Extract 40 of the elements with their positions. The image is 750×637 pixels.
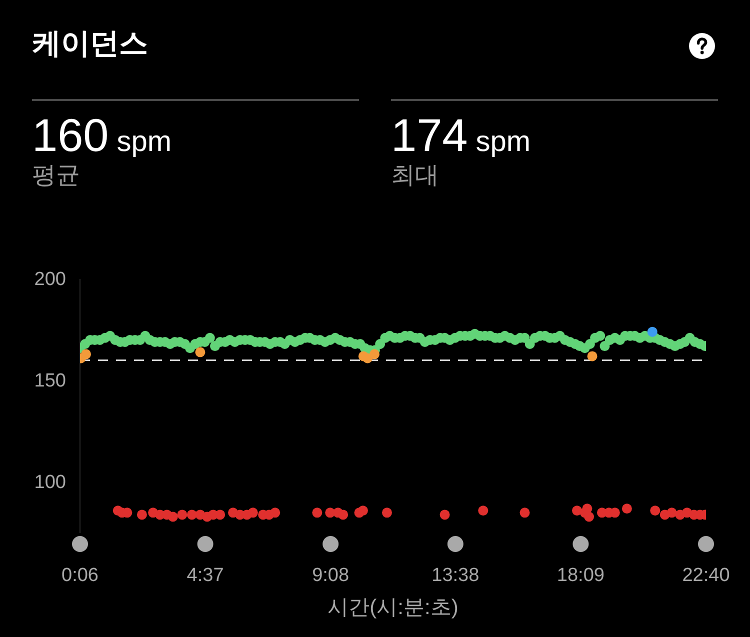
y-tick-label: 200	[34, 268, 66, 290]
x-tick-label: 18:09	[556, 564, 604, 586]
point	[582, 504, 592, 514]
point	[270, 508, 280, 518]
chart-title: 케이던스	[32, 28, 148, 60]
point	[248, 508, 258, 518]
point	[520, 508, 530, 518]
y-tick-label: 100	[34, 472, 66, 493]
point	[338, 510, 348, 520]
text: 최대	[391, 162, 439, 189]
point	[215, 510, 226, 520]
point	[177, 510, 188, 520]
point	[440, 510, 450, 520]
point	[622, 504, 632, 514]
x-tick-label: 22:40	[682, 564, 730, 586]
point	[358, 506, 368, 516]
point	[168, 512, 178, 522]
point	[136, 510, 147, 520]
point	[370, 349, 380, 360]
text: 평균	[32, 162, 80, 189]
y-tick-label: 150	[34, 370, 66, 392]
x-tick-label: 4:37	[186, 564, 224, 586]
point	[587, 351, 598, 362]
point	[478, 506, 488, 516]
text: 174 spm	[391, 109, 531, 161]
point	[584, 512, 594, 522]
point	[195, 347, 206, 358]
point	[186, 510, 197, 520]
point	[666, 508, 677, 518]
x-tick-label: 9:08	[312, 564, 350, 586]
point	[382, 508, 392, 518]
x-tick-label: 0:06	[62, 564, 98, 586]
x-tick-label: 13:38	[432, 564, 480, 586]
point	[572, 506, 582, 516]
point	[312, 508, 322, 518]
x-axis-title: 시간(시:분:초)	[328, 596, 458, 619]
point	[650, 506, 660, 516]
point	[647, 326, 658, 337]
point	[81, 349, 92, 360]
text: 160 spm	[32, 109, 172, 161]
